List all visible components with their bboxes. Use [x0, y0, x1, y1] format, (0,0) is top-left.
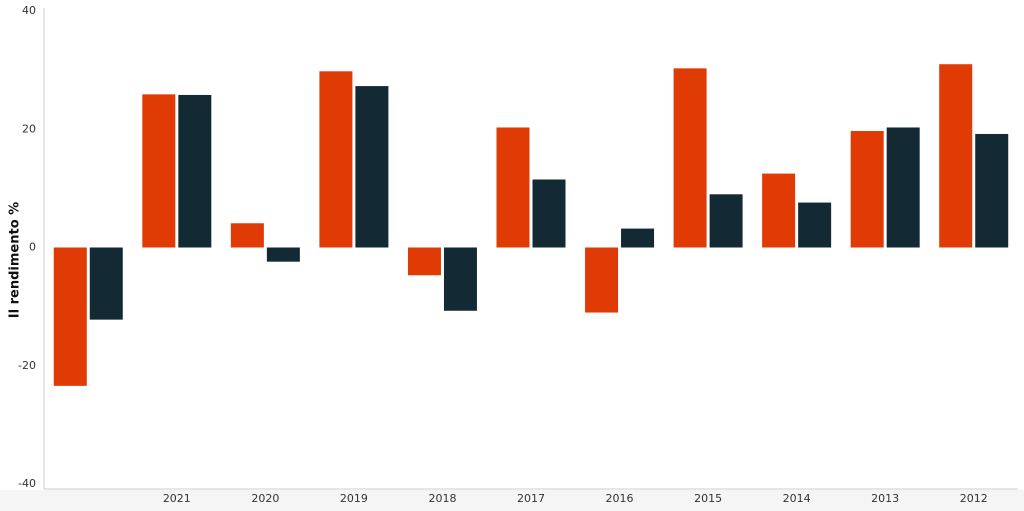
- bar: [89, 247, 123, 320]
- y-tick-label: -40: [18, 477, 36, 490]
- x-tick-label: 2015: [694, 492, 722, 505]
- bar: [673, 68, 707, 248]
- bar: [266, 247, 300, 262]
- bar: [939, 64, 973, 248]
- x-tick-label: 2014: [783, 492, 811, 505]
- footer-band: [0, 490, 1024, 511]
- y-tick-label: 20: [22, 122, 36, 135]
- x-tick-label: 2019: [340, 492, 368, 505]
- bar: [407, 247, 441, 276]
- bar: [975, 133, 1009, 248]
- bar: [319, 71, 353, 248]
- bar: [585, 247, 619, 313]
- x-tick-label: 2020: [251, 492, 279, 505]
- x-tick-label: 2013: [871, 492, 899, 505]
- y-tick-label: 40: [22, 4, 36, 17]
- y-tick-label: -20: [18, 359, 36, 372]
- bar: [355, 86, 389, 248]
- x-tick-label: 2017: [517, 492, 545, 505]
- bar: [886, 127, 920, 248]
- bar: [762, 173, 796, 248]
- bar: [621, 228, 655, 248]
- bar: [850, 131, 884, 248]
- x-tick-label: 2016: [606, 492, 634, 505]
- x-tick-label: 2021: [163, 492, 191, 505]
- x-tick-label: 2018: [428, 492, 456, 505]
- y-tick-label: 0: [29, 241, 36, 254]
- x-tick-label: 2012: [960, 492, 988, 505]
- bar: [709, 194, 743, 248]
- bar: [532, 179, 566, 248]
- bar: [230, 223, 264, 248]
- bar: [53, 247, 87, 386]
- bar: [443, 247, 477, 311]
- bar: [496, 127, 530, 248]
- y-axis-title: Il rendimento %: [8, 202, 23, 318]
- bar: [142, 94, 176, 248]
- bar: [178, 94, 212, 248]
- bar: [798, 202, 832, 248]
